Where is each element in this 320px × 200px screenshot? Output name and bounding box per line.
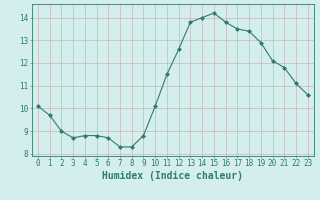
X-axis label: Humidex (Indice chaleur): Humidex (Indice chaleur) (102, 171, 243, 181)
